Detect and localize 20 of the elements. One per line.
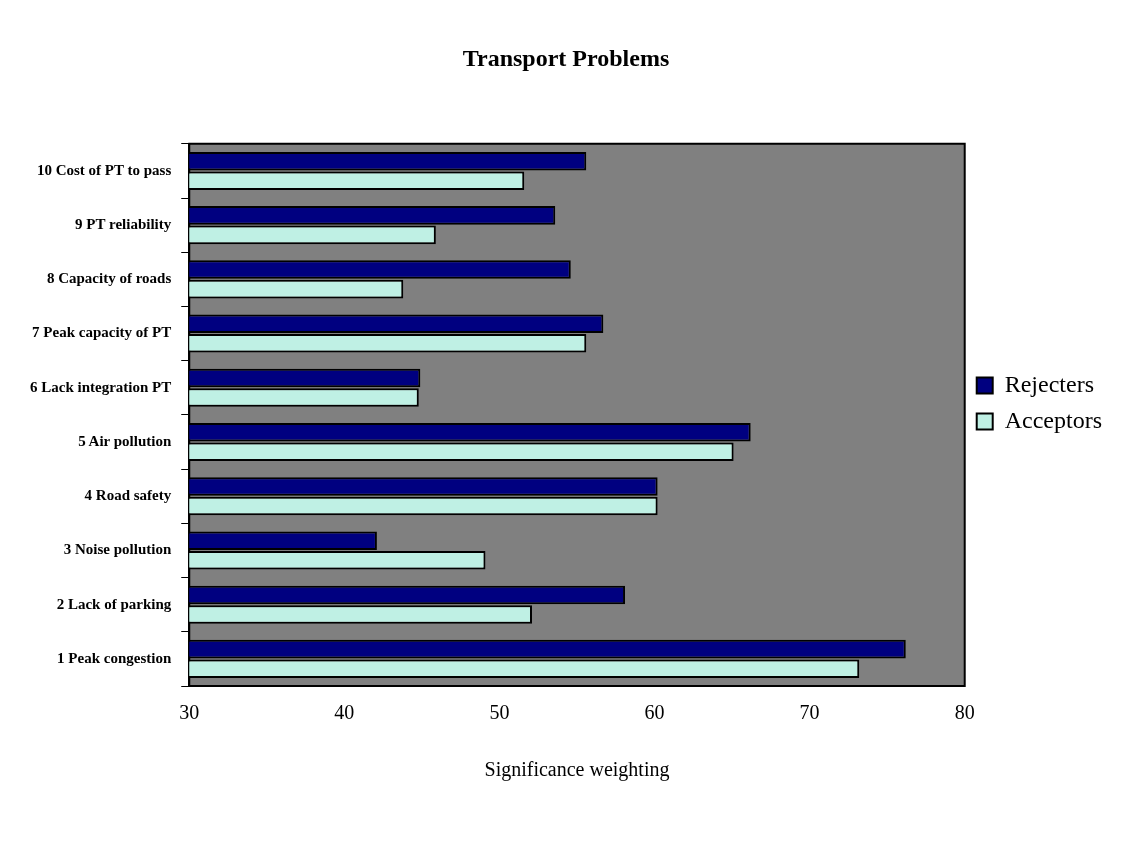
- x-axis-title: Significance weighting: [484, 758, 670, 782]
- y-tick-label: 9 PT reliability: [75, 216, 172, 233]
- y-tick-label: 3 Noise pollution: [63, 541, 172, 558]
- legend-label: Rejecters: [1004, 370, 1095, 397]
- x-tick-label: 60: [644, 701, 665, 724]
- y-tick-label: 6 Lack integration PT: [30, 378, 172, 395]
- y-tick-label: 7 Peak capacity of PT: [32, 324, 172, 341]
- y-tick-label: 2 Lack of parking: [56, 595, 172, 612]
- y-tick-label: 8 Capacity of roads: [46, 270, 172, 287]
- x-tick-label: 80: [954, 701, 975, 724]
- y-tick-label: 4 Road safety: [84, 487, 172, 504]
- x-tick-label: 40: [334, 701, 355, 724]
- chart-title: Transport Problems: [462, 44, 670, 71]
- y-tick-label: 10 Cost of PT to pass: [36, 161, 172, 178]
- x-tick-label: 50: [489, 701, 510, 724]
- y-tick-label: 5 Air pollution: [78, 432, 172, 449]
- y-tick-label: 1 Peak congestion: [57, 649, 172, 666]
- legend-label: Acceptors: [1004, 406, 1103, 433]
- x-tick-label: 70: [799, 701, 820, 724]
- x-tick-label: 30: [179, 701, 200, 724]
